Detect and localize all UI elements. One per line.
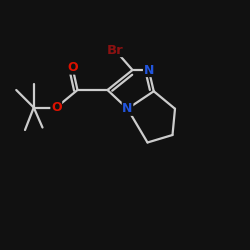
Text: N: N	[144, 64, 154, 76]
Text: O: O	[51, 101, 62, 114]
Text: O: O	[67, 61, 78, 74]
Text: N: N	[122, 102, 133, 115]
Text: Br: Br	[106, 44, 124, 57]
